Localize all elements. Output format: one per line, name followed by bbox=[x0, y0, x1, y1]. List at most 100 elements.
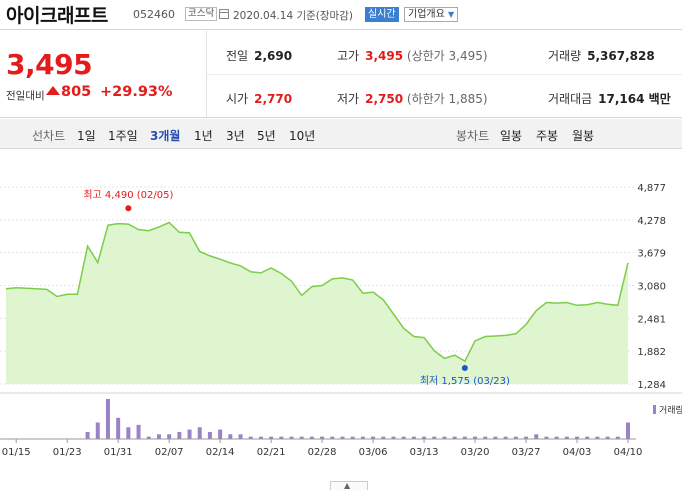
low-cell: 저가 2,750 (하한가 1,885) bbox=[337, 90, 488, 107]
volume-bar bbox=[626, 422, 630, 439]
volume-bar bbox=[258, 436, 263, 439]
volume-bar bbox=[207, 431, 212, 439]
volume-bar bbox=[554, 436, 559, 439]
high-value: 3,495 bbox=[365, 49, 404, 63]
volume-bar bbox=[605, 436, 610, 439]
x-tick-label: 04/10 bbox=[614, 447, 643, 458]
tab-1y[interactable]: 1년 bbox=[194, 129, 213, 143]
realtime-button[interactable]: 실시간 bbox=[365, 7, 399, 22]
volume-bar bbox=[218, 429, 223, 439]
candle-chart-label: 봉차트 bbox=[456, 129, 490, 143]
lower-limit: (하한가 1,885) bbox=[406, 92, 488, 106]
chevron-up-icon: ▲ bbox=[344, 481, 351, 490]
low-label: 저가 bbox=[337, 92, 360, 106]
tab-10y[interactable]: 10년 bbox=[289, 129, 316, 143]
prev-close-label: 전일 bbox=[226, 49, 249, 63]
volume-bar bbox=[381, 436, 386, 439]
price-chart[interactable]: 4,877 4,278 3,679 3,080 2,481 1,882 1,284 거래량 01… bbox=[0, 150, 682, 481]
stock-name: 아이크래프트 bbox=[6, 5, 108, 27]
x-tick-label: 04/03 bbox=[563, 447, 592, 458]
volume-bar bbox=[534, 434, 539, 439]
volume-bar bbox=[156, 434, 161, 439]
volume-bar bbox=[136, 424, 141, 439]
volume-bar bbox=[401, 436, 406, 439]
prev-close-value: 2,690 bbox=[254, 49, 293, 63]
volume-bar bbox=[228, 434, 233, 439]
high-annotation: 최고 4,490 (02/05) bbox=[83, 189, 173, 201]
volume-bar bbox=[575, 436, 580, 439]
volume-bar bbox=[483, 436, 488, 439]
x-tick-label: 02/07 bbox=[155, 447, 184, 458]
volume-label: 거래량 bbox=[548, 49, 582, 63]
y-tick-label: 1,284 bbox=[637, 380, 666, 391]
volume-bar bbox=[299, 436, 304, 439]
volume-bar bbox=[85, 431, 90, 439]
volume-bar bbox=[371, 436, 376, 439]
tab-3y[interactable]: 3년 bbox=[226, 129, 245, 143]
chevron-down-icon: ▼ bbox=[448, 10, 455, 19]
stock-header: 아이크래프트 052460 코스닥 2020.04.14 기준(장마감) 실시간… bbox=[0, 0, 682, 30]
volume-bar bbox=[360, 436, 365, 439]
tab-monthly[interactable]: 월봉 bbox=[572, 129, 595, 143]
volume-bar bbox=[585, 436, 590, 439]
volume-bar bbox=[422, 436, 427, 439]
chart-period-tabs: 선차트 1일 1주일 3개월 1년 3년 5년 10년 봉차트 일봉 주봉 월봉 bbox=[0, 119, 682, 149]
high-cell: 고가 3,495 (상한가 3,495) bbox=[337, 47, 488, 64]
volume-bar bbox=[95, 422, 100, 439]
tab-5y[interactable]: 5년 bbox=[257, 129, 276, 143]
tab-daily[interactable]: 일봉 bbox=[500, 129, 523, 143]
change-percent: +29.93% bbox=[100, 84, 173, 100]
volume-bar bbox=[411, 436, 416, 439]
change-amount: 805 bbox=[61, 84, 92, 100]
volume-bar bbox=[126, 427, 131, 439]
volume-bar bbox=[116, 417, 121, 439]
x-tick-label: 03/27 bbox=[512, 447, 541, 458]
volume-bar bbox=[197, 427, 202, 439]
amount-value: 17,164 백만 bbox=[598, 92, 671, 106]
price-summary: 3,495 전일대비 805 +29.93% 전일 2,690 고가 3,495 (… bbox=[0, 31, 682, 118]
tab-weekly[interactable]: 주봉 bbox=[536, 129, 559, 143]
company-info-label: 기업개요 bbox=[408, 9, 445, 20]
x-tick-label: 02/21 bbox=[257, 447, 286, 458]
x-tick-label: 01/31 bbox=[104, 447, 133, 458]
x-tick-label: 03/20 bbox=[461, 447, 490, 458]
volume-bar bbox=[493, 436, 498, 439]
company-info-dropdown[interactable]: 기업개요 ▼ bbox=[404, 7, 459, 22]
volume-bar bbox=[279, 436, 284, 439]
x-tick-label: 02/28 bbox=[308, 447, 337, 458]
volume-bar bbox=[503, 436, 508, 439]
y-tick-label: 4,278 bbox=[637, 216, 666, 227]
volume-bar bbox=[524, 436, 529, 439]
change-label: 전일대비 bbox=[6, 90, 45, 102]
y-tick-label: 3,679 bbox=[637, 249, 666, 260]
volume-bar bbox=[452, 436, 457, 439]
volume-bar bbox=[564, 436, 569, 439]
volume-cell: 거래량 5,367,828 bbox=[548, 47, 655, 64]
volume-legend-swatch bbox=[653, 405, 656, 414]
volume-bar bbox=[269, 436, 274, 439]
x-tick-label: 01/15 bbox=[2, 447, 31, 458]
volume-bar bbox=[187, 429, 192, 439]
tab-3m[interactable]: 3개월 bbox=[150, 129, 181, 143]
volume-bar bbox=[432, 436, 437, 439]
base-date: 2020.04.14 기준(장마감) bbox=[233, 10, 353, 22]
volume-bar bbox=[248, 436, 253, 439]
volume-bar bbox=[146, 436, 151, 439]
x-tick-label: 03/06 bbox=[359, 447, 388, 458]
volume-legend: 거래량 bbox=[659, 404, 682, 416]
tab-1w[interactable]: 1주일 bbox=[108, 129, 138, 143]
divider bbox=[207, 74, 682, 75]
upper-limit: (상한가 3,495) bbox=[406, 49, 488, 63]
volume-bar bbox=[442, 436, 447, 439]
volume-bar bbox=[544, 436, 549, 439]
chart-resize-handle[interactable]: ▲ bbox=[330, 481, 368, 490]
y-tick-label: 4,877 bbox=[637, 183, 666, 194]
volume-bar bbox=[309, 436, 314, 439]
x-tick-label: 03/13 bbox=[410, 447, 439, 458]
calendar-icon bbox=[219, 9, 229, 19]
tab-1d[interactable]: 1일 bbox=[77, 129, 96, 143]
volume-bar bbox=[330, 436, 335, 439]
volume-value: 5,367,828 bbox=[587, 49, 655, 63]
low-value: 2,750 bbox=[365, 92, 404, 106]
y-tick-label: 3,080 bbox=[637, 282, 666, 293]
